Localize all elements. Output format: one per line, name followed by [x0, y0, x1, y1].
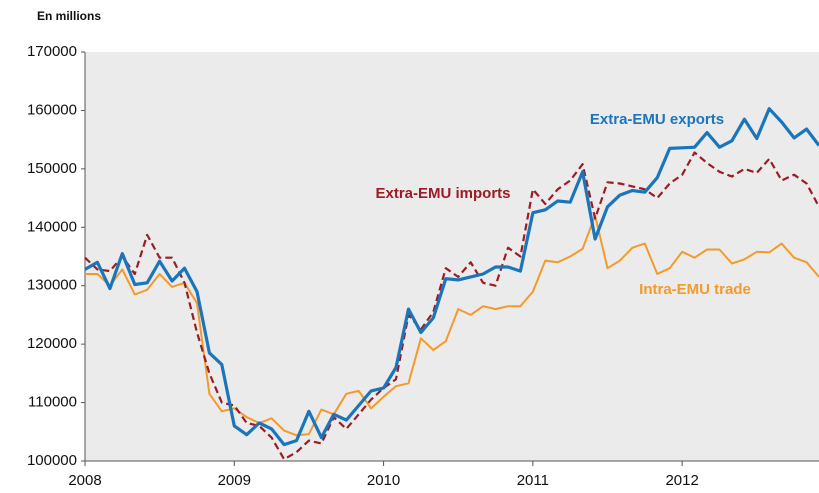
annotation: Extra-EMU imports: [375, 185, 510, 202]
y-tick-label: 160000: [27, 101, 77, 118]
series-line: [85, 214, 819, 437]
y-tick-label: 140000: [27, 218, 77, 235]
series-line: [84, 107, 819, 447]
annotation: Extra-EMU exports: [590, 111, 724, 128]
y-tick-label: 100000: [27, 452, 77, 469]
y-tick-label: 150000: [27, 160, 77, 177]
x-tick-label: 2008: [68, 472, 101, 489]
x-tick-label: 2009: [218, 472, 251, 489]
series-line: [84, 151, 819, 461]
x-tick-label: 2011: [517, 472, 549, 489]
y-axis-label: En millions: [37, 9, 101, 23]
y-tick-label: 170000: [27, 43, 77, 60]
y-tick-label: 130000: [27, 277, 77, 294]
annotation: Intra-EMU trade: [639, 281, 751, 298]
x-tick-label: 2010: [367, 472, 400, 489]
y-tick-label: 120000: [27, 335, 77, 352]
x-tick-label: 2012: [665, 472, 698, 489]
y-tick-label: 110000: [28, 394, 77, 411]
